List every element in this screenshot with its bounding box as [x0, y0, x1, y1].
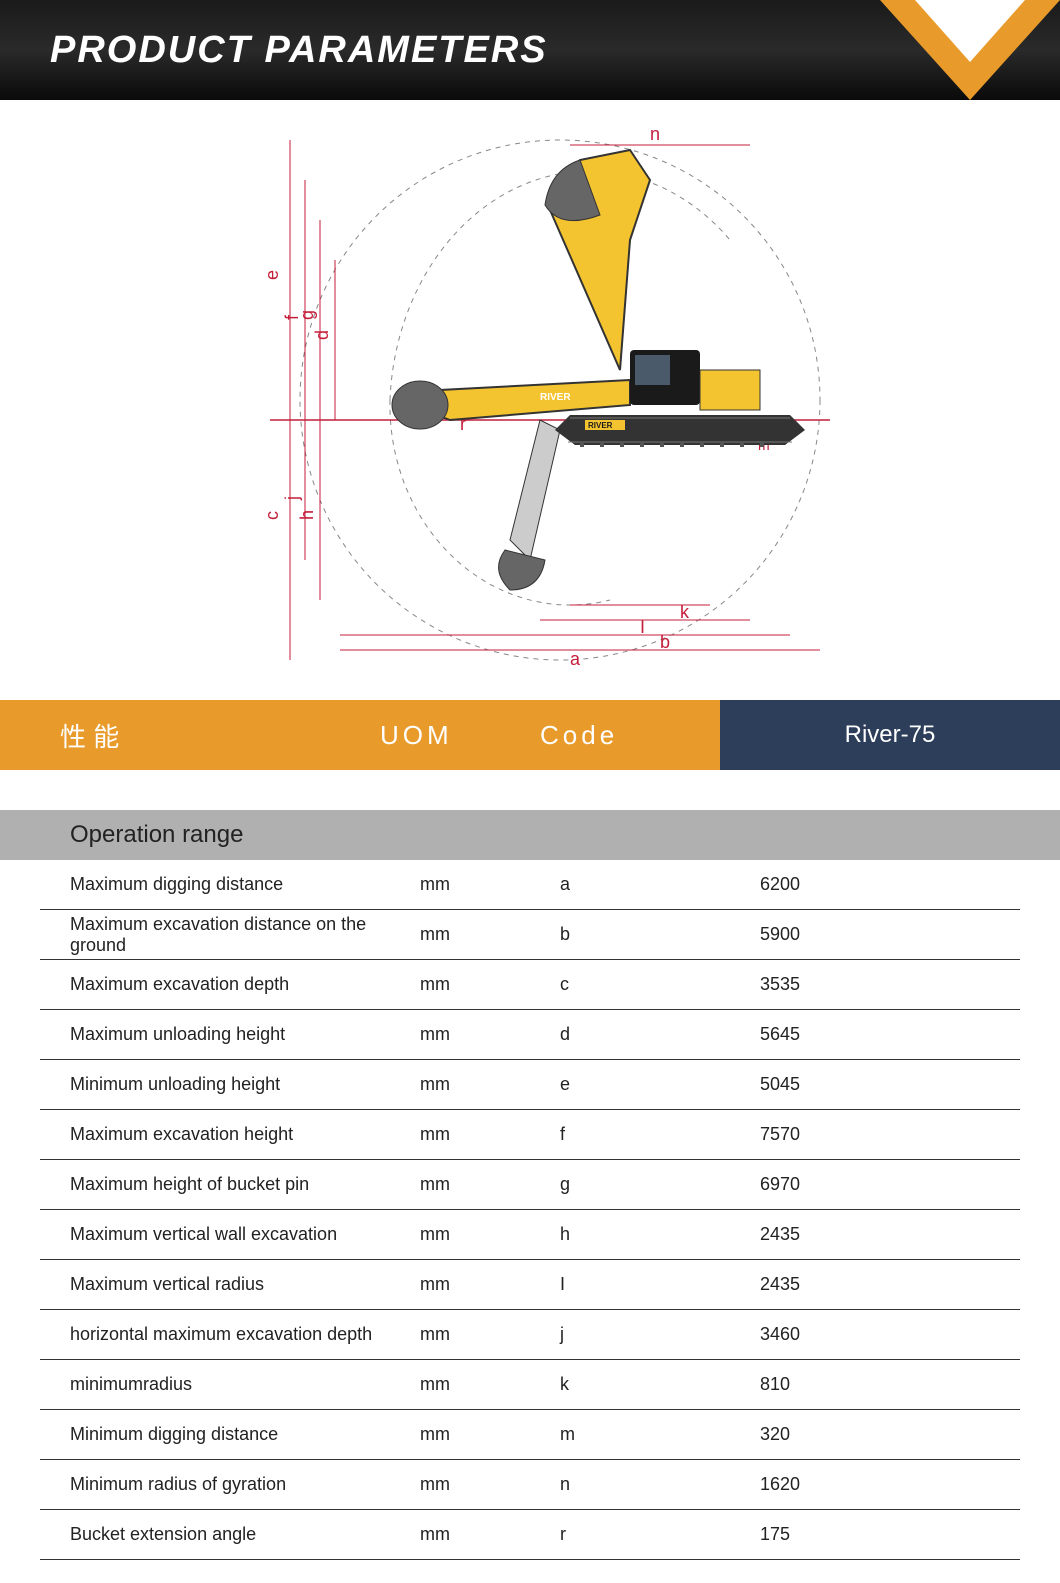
spec-value: 810 [760, 1374, 1020, 1395]
spec-uom: mm [420, 1074, 560, 1095]
table-row: minimumradiusmmk810 [40, 1360, 1020, 1410]
column-header-model: River-75 [720, 700, 1060, 770]
table-row: Bucket extension anglemmr175 [40, 1510, 1020, 1560]
spec-value: 2435 [760, 1224, 1020, 1245]
table-row: Minimum radius of gyrationmmn1620 [40, 1460, 1020, 1510]
col-header-code: Code [540, 720, 720, 751]
svg-text:RIVER: RIVER [588, 421, 613, 430]
spec-uom: mm [420, 874, 560, 895]
table-row: Minimum unloading heightmme5045 [40, 1060, 1020, 1110]
spec-code: m [560, 1424, 760, 1445]
spec-uom: mm [420, 924, 560, 945]
spec-code: d [560, 1024, 760, 1045]
column-header-row: 性 能 UOM Code River-75 [0, 700, 1060, 770]
page-title: PRODUCT PARAMETERS [50, 29, 548, 72]
svg-text:h: h [297, 510, 317, 520]
spec-label: Maximum digging distance [40, 874, 420, 895]
spec-value: 1620 [760, 1474, 1020, 1495]
table-row: Minimum digging distancemmm320 [40, 1410, 1020, 1460]
spec-uom: mm [420, 974, 560, 995]
spec-code: a [560, 874, 760, 895]
table-row: Maximum height of bucket pinmmg6970 [40, 1160, 1020, 1210]
spec-code: c [560, 974, 760, 995]
spec-code: j [560, 1324, 760, 1345]
spec-uom: mm [420, 1524, 560, 1545]
svg-text:RIVER: RIVER [540, 392, 571, 403]
spec-label: Maximum excavation depth [40, 974, 420, 995]
spec-value: 2435 [760, 1274, 1020, 1295]
svg-text:c: c [262, 511, 282, 520]
spec-label: Minimum unloading height [40, 1074, 420, 1095]
table-row: Maximum vertical wall excavationmmh2435 [40, 1210, 1020, 1260]
table-row: Maximum vertical radiusmmI2435 [40, 1260, 1020, 1310]
spec-uom: mm [420, 1124, 560, 1145]
spec-code: f [560, 1124, 760, 1145]
spec-code: r [560, 1524, 760, 1545]
spec-uom: mm [420, 1274, 560, 1295]
spec-code: g [560, 1174, 760, 1195]
spec-label: Bucket extension angle [40, 1524, 420, 1545]
spec-table: Maximum digging distancemma6200Maximum e… [0, 860, 1060, 1560]
spec-code: k [560, 1374, 760, 1395]
spec-label: Maximum excavation distance on the groun… [40, 914, 420, 956]
spec-code: b [560, 924, 760, 945]
svg-text:k: k [680, 602, 690, 622]
spec-label: Maximum height of bucket pin [40, 1174, 420, 1195]
table-row: Maximum excavation depthmmc3535 [40, 960, 1020, 1010]
spec-value: 5645 [760, 1024, 1020, 1045]
spec-code: h [560, 1224, 760, 1245]
spec-code: e [560, 1074, 760, 1095]
spec-uom: mm [420, 1374, 560, 1395]
svg-text:e: e [262, 270, 282, 280]
spec-value: 6970 [760, 1174, 1020, 1195]
spec-label: horizontal maximum excavation depth [40, 1324, 420, 1345]
spec-value: 7570 [760, 1124, 1020, 1145]
table-row: Maximum excavation distance on the groun… [40, 910, 1020, 960]
spec-label: Maximum vertical radius [40, 1274, 420, 1295]
spec-label: Maximum vertical wall excavation [40, 1224, 420, 1245]
spec-uom: mm [420, 1324, 560, 1345]
spec-uom: mm [420, 1424, 560, 1445]
spec-uom: mm [420, 1174, 560, 1195]
spec-uom: mm [420, 1224, 560, 1245]
diagram-area: e c f g d j h n k I b a r m RIVER RIVER [0, 100, 1060, 700]
table-row: horizontal maximum excavation depthmmj34… [40, 1310, 1020, 1360]
spec-label: Maximum excavation height [40, 1124, 420, 1145]
column-header-left: 性 能 UOM Code [0, 700, 720, 770]
spec-value: 3535 [760, 974, 1020, 995]
svg-text:a: a [570, 649, 581, 669]
spec-label: Maximum unloading height [40, 1024, 420, 1045]
spec-label: Minimum digging distance [40, 1424, 420, 1445]
header-accent-v-icon [880, 0, 1060, 100]
col-header-performance: 性 能 [0, 717, 380, 754]
spec-label: Minimum radius of gyration [40, 1474, 420, 1495]
svg-text:g: g [297, 310, 317, 320]
svg-text:b: b [660, 632, 670, 652]
header-bar: PRODUCT PARAMETERS [0, 0, 1060, 100]
svg-text:I: I [640, 617, 645, 637]
spec-value: 175 [760, 1524, 1020, 1545]
spec-value: 3460 [760, 1324, 1020, 1345]
svg-text:d: d [312, 330, 332, 340]
spec-value: 6200 [760, 874, 1020, 895]
spec-code: n [560, 1474, 760, 1495]
col-header-uom: UOM [380, 720, 540, 751]
spec-value: 5045 [760, 1074, 1020, 1095]
excavator-diagram: e c f g d j h n k I b a r m RIVER RIVER [190, 120, 870, 680]
table-row: Maximum excavation heightmmf7570 [40, 1110, 1020, 1160]
spec-label: minimumradius [40, 1374, 420, 1395]
section-header: Operation range [0, 810, 1060, 860]
table-row: Maximum digging distancemma6200 [40, 860, 1020, 910]
svg-text:j: j [282, 496, 302, 501]
spec-uom: mm [420, 1474, 560, 1495]
spec-code: I [560, 1274, 760, 1295]
spec-uom: mm [420, 1024, 560, 1045]
spec-value: 320 [760, 1424, 1020, 1445]
table-row: Maximum unloading heightmmd5645 [40, 1010, 1020, 1060]
spec-value: 5900 [760, 924, 1020, 945]
svg-text:n: n [650, 124, 660, 144]
